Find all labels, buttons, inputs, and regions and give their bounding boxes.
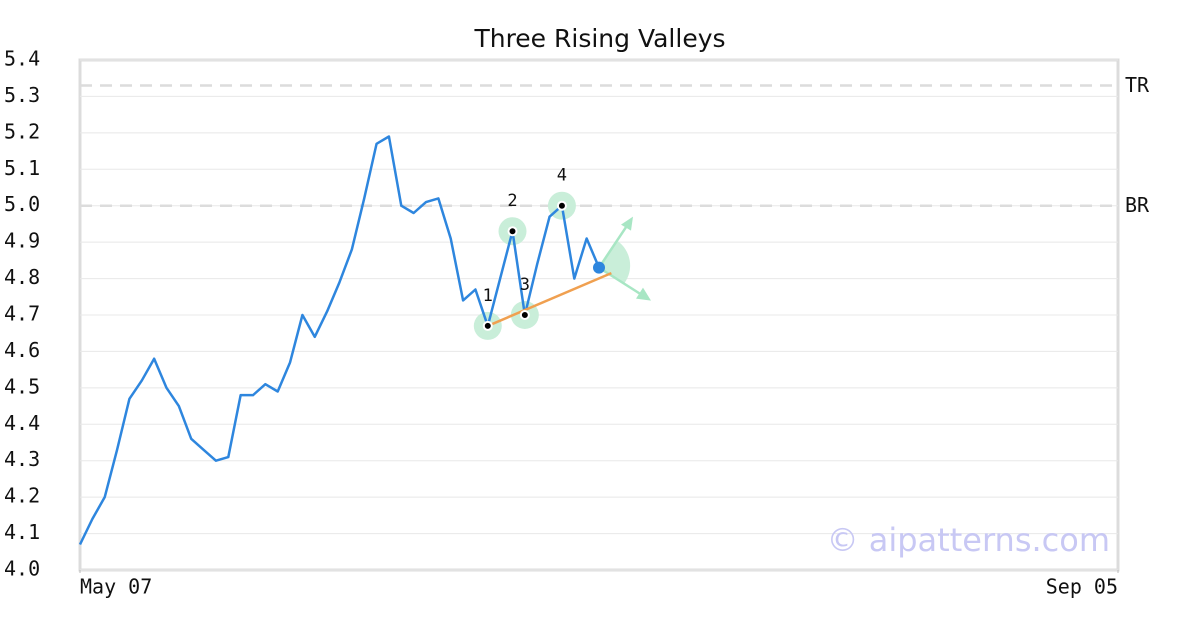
x-tick-label: May 07 bbox=[80, 575, 152, 599]
arrow-down bbox=[598, 266, 644, 297]
x-tick-label: Sep 05 bbox=[1046, 575, 1118, 599]
pattern-point bbox=[519, 310, 530, 320]
watermark: © aipatterns.com bbox=[827, 521, 1110, 559]
y-tick-label: 5.1 bbox=[4, 156, 40, 180]
chart-title: Three Rising Valleys bbox=[473, 24, 725, 53]
direction-wedge bbox=[599, 240, 631, 284]
y-tick-label: 4.7 bbox=[4, 302, 40, 326]
arrow-up-head bbox=[621, 216, 633, 231]
y-tick-label: 4.6 bbox=[4, 338, 40, 362]
pattern-point bbox=[556, 200, 567, 211]
y-tick-label: 5.3 bbox=[4, 83, 40, 107]
pattern-point-label: 2 bbox=[507, 191, 517, 211]
y-tick-label: 4.4 bbox=[4, 411, 40, 435]
pattern-point-label: 3 bbox=[520, 275, 530, 295]
y-tick-label: 4.3 bbox=[4, 447, 40, 471]
y-tick-label: 4.8 bbox=[4, 265, 40, 289]
y-tick-label: 5.4 bbox=[4, 47, 40, 71]
pattern-point bbox=[482, 320, 493, 331]
level-label: TR bbox=[1125, 73, 1150, 97]
y-tick-label: 4.1 bbox=[4, 520, 40, 544]
arrow-up bbox=[597, 224, 629, 269]
y-tick-label: 5.2 bbox=[4, 119, 40, 143]
y-tick-label: 4.2 bbox=[4, 484, 40, 508]
pattern-point bbox=[507, 226, 518, 237]
y-tick-label: 5.0 bbox=[4, 192, 40, 216]
pattern-point-label: 4 bbox=[557, 166, 567, 186]
y-tick-label: 4.5 bbox=[4, 374, 40, 398]
y-tick-label: 4.9 bbox=[4, 229, 40, 253]
current-point bbox=[593, 261, 605, 274]
arrow-down-head bbox=[636, 287, 651, 301]
pattern-point-label: 1 bbox=[483, 286, 493, 306]
level-label: BR bbox=[1125, 193, 1150, 217]
trendline bbox=[487, 271, 612, 328]
y-tick-label: 4.0 bbox=[4, 557, 40, 581]
